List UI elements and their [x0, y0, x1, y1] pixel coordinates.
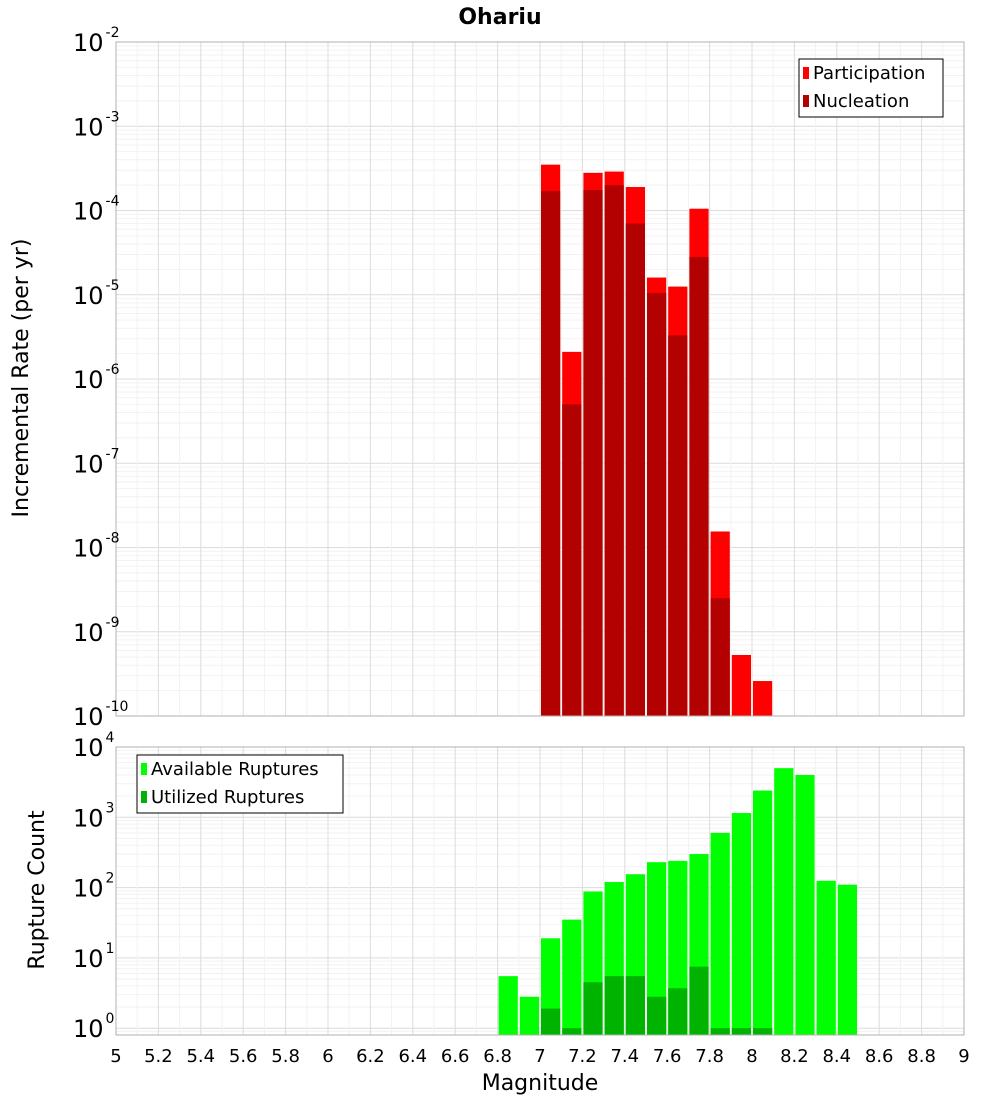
x-tick-label: 6.4: [398, 1046, 427, 1067]
x-axis-label: Magnitude: [482, 1071, 599, 1096]
bottom-bar-utilized-ruptures: [541, 1008, 561, 1035]
top-bar-nucleation: [604, 185, 624, 716]
top-bar-nucleation: [583, 190, 603, 716]
bottom-bar-utilized-ruptures: [710, 1028, 730, 1035]
top-y-tick-label: 10 -2: [73, 25, 120, 57]
bottom-bar-utilized-ruptures: [604, 976, 624, 1035]
top-legend-swatch: [803, 95, 809, 107]
bottom-bar-available-ruptures: [647, 862, 667, 1035]
x-tick-label: 5.6: [229, 1046, 258, 1067]
bottom-y-tick-label: 10 1: [73, 941, 114, 973]
bottom-bar-utilized-ruptures: [753, 1028, 773, 1035]
x-tick-label: 7.4: [610, 1046, 639, 1067]
top-legend-label: Nucleation: [813, 91, 909, 112]
top-y-tick-label: 10 -9: [73, 615, 120, 647]
x-tick-label: 7.8: [695, 1046, 724, 1067]
x-tick-label: 5.8: [271, 1046, 300, 1067]
x-tick-label: 8: [746, 1046, 757, 1067]
top-bar-nucleation: [541, 191, 561, 717]
top-bar-nucleation: [689, 257, 709, 716]
top-y-tick-label: 10 -10: [73, 699, 128, 731]
top-legend-label: Participation: [813, 63, 925, 84]
top-bar-nucleation: [647, 292, 667, 716]
top-bar-nucleation: [668, 335, 688, 716]
x-tick-label: 6: [322, 1046, 333, 1067]
bottom-plot-border: [115, 746, 965, 1036]
top-y-tick-label: 10 -6: [73, 362, 120, 394]
bottom-bar-utilized-ruptures: [625, 976, 645, 1035]
x-tick-label: 7.2: [568, 1046, 597, 1067]
x-tick-label: 6.6: [441, 1046, 470, 1067]
top-y-tick-label: 10 -8: [73, 531, 120, 563]
bottom-bar-available-ruptures: [774, 768, 794, 1035]
top-bar-participation: [731, 654, 751, 716]
bottom-bar-available-ruptures: [562, 919, 582, 1035]
bottom-legend-label: Utilized Ruptures: [151, 787, 304, 808]
chart-title: Ohariu: [458, 5, 541, 30]
x-tick-label: 7: [534, 1046, 545, 1067]
top-y-tick-label: 10 -7: [73, 446, 120, 478]
bottom-legend-label: Available Ruptures: [151, 759, 319, 780]
bottom-legend-box: [136, 754, 344, 814]
bottom-y-tick-label: 10 0: [73, 1011, 114, 1043]
bottom-bar-available-ruptures: [795, 774, 815, 1035]
top-legend: Participation Nucleation: [798, 58, 944, 118]
bottom-bar-available-ruptures: [816, 880, 836, 1035]
x-tick-label: 9: [958, 1046, 969, 1067]
bottom-bar-utilized-ruptures: [647, 996, 667, 1035]
bottom-bar-utilized-ruptures: [562, 1028, 582, 1035]
x-tick-label: 6.2: [356, 1046, 385, 1067]
bottom-y-tick-label: 10 4: [73, 730, 115, 762]
top-y-tick-label: 10 -3: [73, 109, 120, 141]
x-tick-label: 5.4: [186, 1046, 215, 1067]
x-tick-label: 8.6: [865, 1046, 894, 1067]
x-tick-label: 8.8: [907, 1046, 936, 1067]
bottom-y-tick-label: 10 2: [73, 871, 114, 903]
top-y-tick-label: 10 -4: [73, 194, 120, 226]
top-bar-nucleation: [562, 404, 582, 716]
top-legend-box: [798, 58, 944, 118]
bottom-legend-swatch: [141, 763, 147, 775]
bottom-bar-available-ruptures: [731, 813, 751, 1035]
top-bar-nucleation: [710, 598, 730, 716]
x-tick-label: 8.4: [822, 1046, 851, 1067]
bottom-y-axis-label: Rupture Count: [25, 810, 50, 970]
bottom-legend: Available Ruptures Utilized Ruptures: [136, 754, 344, 814]
top-bar-nucleation: [625, 223, 645, 717]
top-bar-participation: [753, 681, 773, 716]
x-tick-label: 5: [110, 1046, 121, 1067]
bottom-bar-available-ruptures: [519, 996, 539, 1035]
x-tick-label: 5.2: [144, 1046, 173, 1067]
top-y-axis-label: Incremental Rate (per yr): [9, 239, 34, 518]
bottom-bar-utilized-ruptures: [689, 966, 709, 1035]
bottom-bar-available-ruptures: [753, 790, 773, 1035]
bottom-bar-available-ruptures: [837, 884, 857, 1035]
x-tick-label: 6.8: [483, 1046, 512, 1067]
top-legend-swatch: [803, 67, 809, 79]
bottom-legend-swatch: [141, 791, 147, 803]
bottom-bar-available-ruptures: [498, 976, 518, 1035]
top-plot-panel: 10-2 10-3 10-4 10-5 10-6 10-7 10-8 10-9 10 -10 Par…: [73, 25, 965, 731]
bottom-bar-utilized-ruptures: [731, 1028, 751, 1035]
x-tick-label: 8.2: [780, 1046, 809, 1067]
top-plot-border: [115, 41, 965, 717]
top-y-tick-label: 10 -5: [73, 278, 120, 310]
bottom-bar-utilized-ruptures: [583, 982, 603, 1035]
bottom-bar-utilized-ruptures: [668, 988, 688, 1035]
bottom-bar-available-ruptures: [710, 832, 730, 1035]
bottom-y-tick-label: 10 3: [73, 800, 114, 832]
x-tick-label: 7.6: [653, 1046, 682, 1067]
